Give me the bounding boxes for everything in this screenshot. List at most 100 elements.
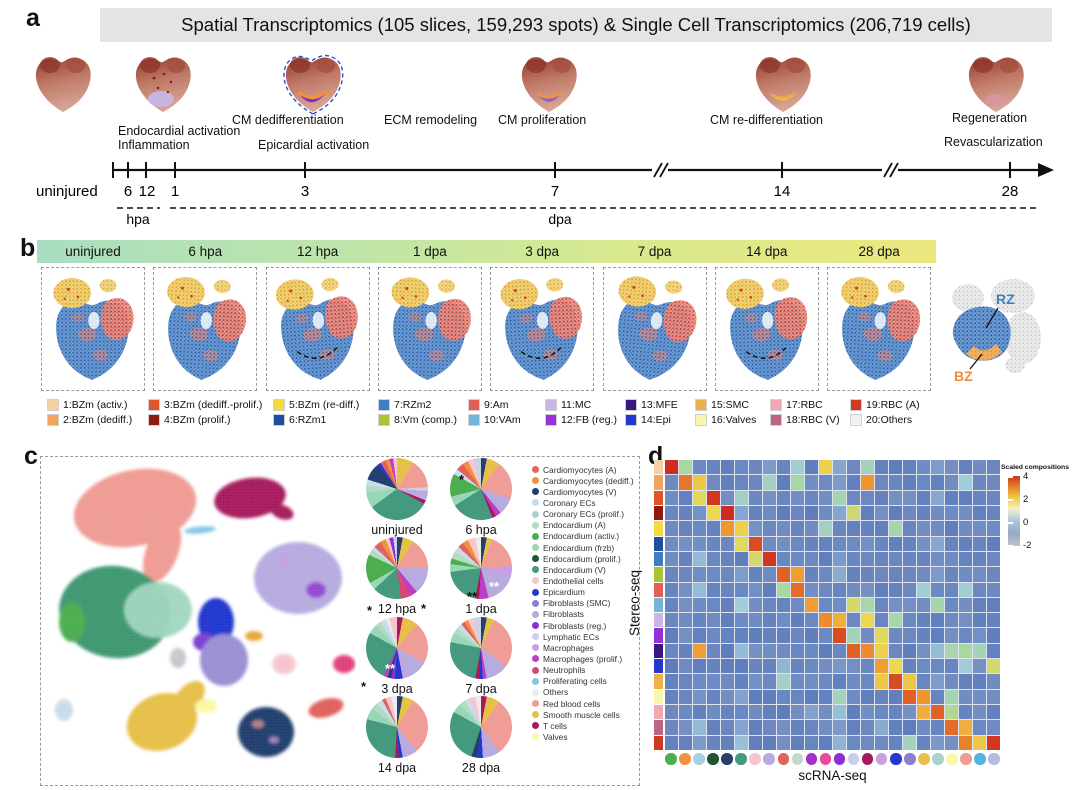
heatmap-cell: [819, 735, 832, 750]
heatmap-cell: [903, 567, 916, 582]
heatmap-cell: [973, 475, 986, 490]
heatmap-cell: [917, 551, 930, 567]
celltype-legend-text: Epicardium: [543, 587, 585, 598]
heatmap-cell: [931, 505, 944, 521]
spatial-map-box: [377, 267, 482, 391]
heatmap-cell: [959, 628, 972, 643]
heatmap-cell: [693, 567, 706, 582]
heatmap-cell: [945, 643, 958, 659]
heatmap-cell: [973, 551, 986, 567]
heatmap-cell: [665, 705, 678, 720]
hearts-illustration: [35, 54, 1024, 115]
heatmap-cell: [791, 597, 804, 613]
pie-label: 14 dpa: [377, 761, 417, 775]
heatmap-col-annotation-dot: [904, 753, 916, 765]
heatmap-col-annotations: [665, 753, 1000, 765]
heatmap-cell: [763, 720, 776, 735]
heatmap-cell: [973, 735, 986, 750]
heatmap-cell: [847, 689, 860, 705]
cluster-legend-text: 2:BZm (dediff.): [63, 414, 133, 426]
heatmap-cell: [665, 505, 678, 521]
heatmap-cell: [721, 536, 734, 551]
heatmap-cell: [763, 567, 776, 582]
colorbar-tick-neg2: -2: [1023, 540, 1032, 551]
heatmap-cell: [833, 674, 846, 689]
heatmap-cell: [861, 628, 874, 643]
heatmap-cell: [693, 582, 706, 597]
cluster-legend-text: 5:BZm (re-diff.): [289, 399, 360, 411]
heatmap-cell: [917, 521, 930, 536]
celltype-legend-item: Red blood cells: [532, 698, 634, 709]
heatmap-cell: [889, 597, 902, 613]
heart-28dpa: [968, 57, 1024, 112]
heatmap-cell: [693, 613, 706, 628]
heatmap-cell: [973, 582, 986, 597]
heatmap-cell: [917, 536, 930, 551]
celltype-legend-item: Lymphatic ECs: [532, 631, 634, 642]
heatmap-cell: [931, 475, 944, 490]
cluster-color-swatch: [468, 414, 480, 426]
heatmap-row-annotation: [654, 567, 663, 582]
heatmap-cell: [777, 613, 790, 628]
spatial-map-box: [41, 267, 145, 391]
event-inflammation: Inflammation: [118, 138, 190, 152]
timepoint-label: 3 dpa: [525, 244, 560, 259]
significance-mark: *: [361, 679, 367, 694]
heatmap-cell: [945, 628, 958, 643]
heatmap-cell: [805, 521, 818, 536]
heatmap-cell: [959, 674, 972, 689]
heatmap-cell: [735, 475, 748, 490]
pie-chart: [450, 537, 512, 599]
heatmap-col-annotation-dot: [988, 753, 1000, 765]
heatmap-cell: [861, 705, 874, 720]
heatmap-cell: [679, 643, 692, 659]
heatmap-row-annotation: [654, 536, 663, 551]
heatmap-cell: [875, 521, 888, 536]
heatmap-cell: [679, 551, 692, 567]
heatmap-cell: [805, 735, 818, 750]
heatmap-cell: [945, 460, 958, 475]
heatmap-cell: [861, 659, 874, 674]
colorbar-tick-2: 2: [1023, 494, 1029, 505]
timepoint-label: 7 dpa: [637, 244, 672, 259]
pie-chart: [366, 617, 428, 679]
celltype-color-dot: [532, 633, 539, 641]
heatmap-cell: [707, 689, 720, 705]
cluster-legend-item: 11:MC: [545, 399, 591, 411]
heatmap-cell: [875, 720, 888, 735]
heatmap-cell: [819, 521, 832, 536]
cluster-color-swatch: [625, 414, 637, 426]
heatmap-cell: [819, 490, 832, 505]
celltype-color-dot: [532, 588, 539, 596]
heatmap-cell: [735, 674, 748, 689]
heatmap-cell: [889, 460, 902, 475]
cluster-color-swatch: [378, 414, 390, 426]
heatmap-cell: [777, 460, 790, 475]
heatmap-cell: [763, 505, 776, 521]
heatmap-cell: [875, 490, 888, 505]
pie-chart: [450, 458, 512, 520]
heatmap-cell: [749, 490, 762, 505]
heatmap-cell: [973, 643, 986, 659]
celltype-legend-item: Endocardium (V): [532, 564, 634, 575]
timepoint-label: 12 hpa: [296, 244, 339, 259]
heatmap-col-annotation-dot: [861, 753, 874, 765]
heatmap-cell: [959, 597, 972, 613]
heatmap-cell: [917, 597, 930, 613]
heatmap-cell: [777, 674, 790, 689]
heatmap-cell: [819, 628, 832, 643]
heatmap-cell: [707, 582, 720, 597]
cluster-color-swatch: [47, 399, 59, 411]
heatmap-cell: [889, 720, 902, 735]
heatmap-row-annotation: [654, 551, 663, 567]
pie-label: 7 dpa: [465, 682, 497, 696]
heatmap-cell: [973, 659, 986, 674]
heatmap-cell: [987, 659, 1000, 674]
heatmap-cell: [875, 705, 888, 720]
cluster-legend-text: 19:RBC (A): [866, 399, 920, 411]
heatmap-cell: [945, 597, 958, 613]
cluster-color-swatch: [148, 414, 160, 426]
heatmap-cell: [763, 475, 776, 490]
heatmap-cell: [763, 536, 776, 551]
heatmap-cell: [833, 551, 846, 567]
